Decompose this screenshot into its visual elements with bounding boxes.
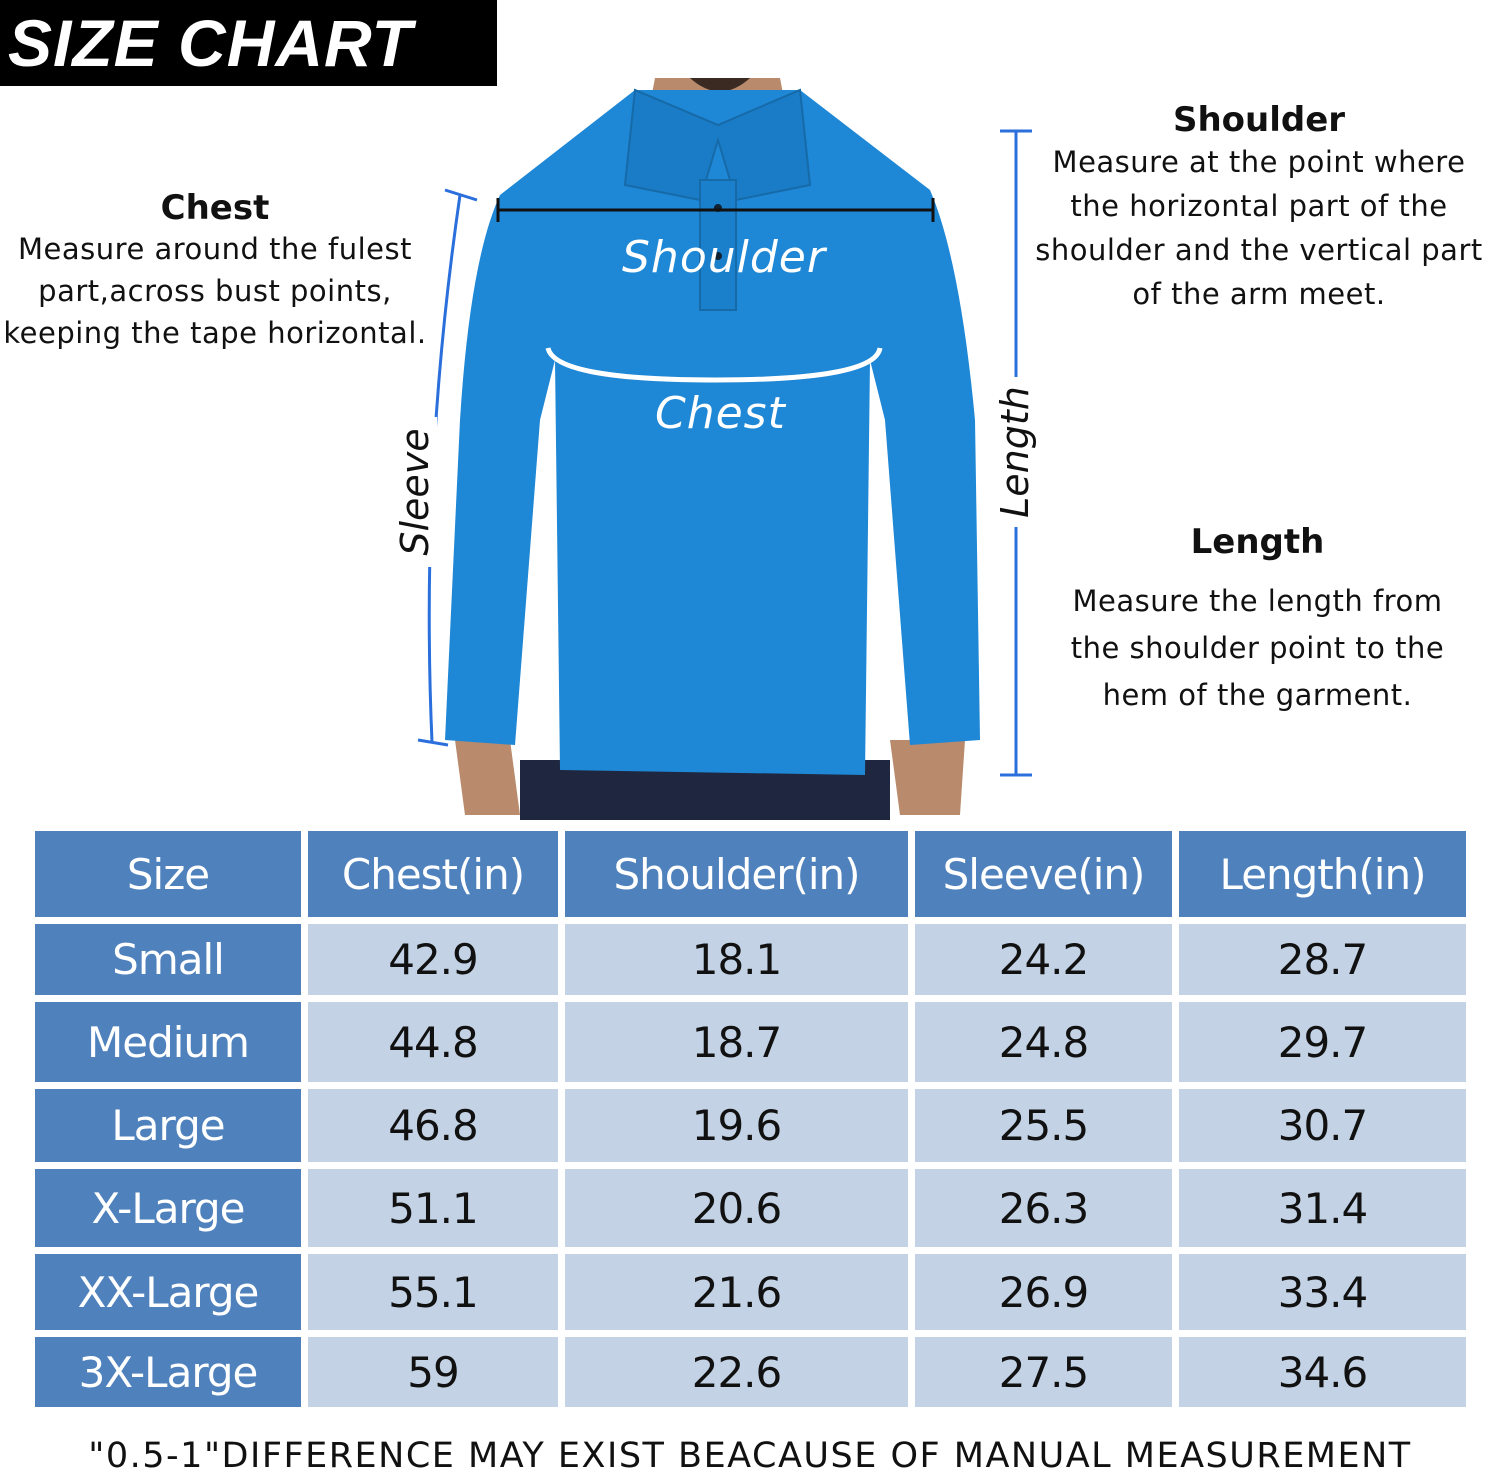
shoulder-description: Shoulder Measure at the point where the …: [1018, 100, 1500, 316]
sleeve-line-cap: [444, 188, 478, 202]
value-cell: 55.1: [308, 1254, 558, 1330]
length-label: Length: [993, 377, 1037, 527]
table-row: Medium 44.8 18.7 24.8 29.7: [35, 1002, 1466, 1082]
table-row: XX-Large 55.1 21.6 26.9 33.4: [35, 1254, 1466, 1330]
shoulder-line: of the arm meet.: [1132, 277, 1386, 311]
value-cell: 24.2: [915, 924, 1172, 995]
value-cell: 27.5: [915, 1337, 1172, 1407]
header-length: Length(in): [1179, 831, 1466, 917]
chest-measure-curve: [545, 347, 883, 383]
value-cell: 30.7: [1179, 1089, 1466, 1162]
value-cell: 42.9: [308, 924, 558, 995]
table-header-row: Size Chest(in) Shoulder(in) Sleeve(in) L…: [35, 831, 1466, 917]
sleeve-label: Sleeve: [393, 417, 437, 567]
value-cell: 19.6: [565, 1089, 908, 1162]
shirt-illustration: [417, 78, 1032, 820]
chest-description: Chest Measure around the fulest part,acr…: [0, 188, 430, 354]
table-row: Small 42.9 18.1 24.2 28.7: [35, 924, 1466, 995]
value-cell: 24.8: [915, 1002, 1172, 1082]
length-description: Length Measure the length from the shoul…: [1020, 522, 1495, 719]
chest-label: Chest: [655, 388, 786, 439]
page-title: SIZE CHART: [0, 0, 497, 86]
button: [714, 252, 722, 260]
shoulder-label: Shoulder: [622, 232, 826, 283]
value-cell: 59: [308, 1337, 558, 1407]
table-body: Small 42.9 18.1 24.2 28.7 Medium 44.8 18.7 24.8 2…: [35, 924, 1466, 1407]
value-cell: 33.4: [1179, 1254, 1466, 1330]
length-line: hem of the garment.: [1102, 678, 1413, 712]
beard: [690, 78, 750, 92]
value-cell: 22.6: [565, 1337, 908, 1407]
size-cell: 3X-Large: [35, 1337, 301, 1407]
table-row: Large 46.8 19.6 25.5 30.7: [35, 1089, 1466, 1162]
value-cell: 34.6: [1179, 1337, 1466, 1407]
shoulder-line: shoulder and the vertical part: [1035, 233, 1483, 267]
size-cell: Medium: [35, 1002, 301, 1082]
right-hand: [890, 740, 965, 815]
sleeve-line-cap: [417, 738, 449, 747]
value-cell: 26.3: [915, 1169, 1172, 1247]
value-cell: 21.6: [565, 1254, 908, 1330]
value-cell: 18.7: [565, 1002, 908, 1082]
chest-line: part,across bust points,: [38, 274, 392, 308]
size-cell: XX-Large: [35, 1254, 301, 1330]
header-chest: Chest(in): [308, 831, 558, 917]
shoulder-line: the horizontal part of the: [1070, 189, 1448, 223]
value-cell: 29.7: [1179, 1002, 1466, 1082]
size-table: Size Chest(in) Shoulder(in) Sleeve(in) L…: [28, 824, 1473, 1414]
value-cell: 51.1: [308, 1169, 558, 1247]
header-sleeve: Sleeve(in): [915, 831, 1172, 917]
size-cell: X-Large: [35, 1169, 301, 1247]
size-cell: Small: [35, 924, 301, 995]
left-hand: [455, 740, 520, 815]
size-cell: Large: [35, 1089, 301, 1162]
value-cell: 46.8: [308, 1089, 558, 1162]
value-cell: 20.6: [565, 1169, 908, 1247]
shirt: [445, 90, 980, 775]
length-line: the shoulder point to the: [1070, 631, 1445, 665]
measurement-note: "0.5-1"DIFFERENCE MAY EXIST BEACAUSE OF …: [88, 1436, 1412, 1476]
table-row: 3X-Large 59 22.6 27.5 34.6: [35, 1337, 1466, 1407]
value-cell: 28.7: [1179, 924, 1466, 995]
placket: [699, 179, 737, 311]
table-row: X-Large 51.1 20.6 26.3 31.4: [35, 1169, 1466, 1247]
value-cell: 26.9: [915, 1254, 1172, 1330]
chest-heading: Chest: [160, 188, 270, 228]
length-heading: Length: [1190, 522, 1325, 562]
header-shoulder: Shoulder(in): [565, 831, 908, 917]
header-size: Size: [35, 831, 301, 917]
shoulder-heading: Shoulder: [1172, 100, 1346, 140]
length-line: Measure the length from: [1072, 584, 1443, 618]
value-cell: 31.4: [1179, 1169, 1466, 1247]
value-cell: 25.5: [915, 1089, 1172, 1162]
chest-line: keeping the tape horizontal.: [3, 316, 427, 350]
chest-line: Measure around the fulest: [18, 232, 412, 266]
shoulder-line: Measure at the point where: [1052, 145, 1466, 179]
value-cell: 18.1: [565, 924, 908, 995]
value-cell: 44.8: [308, 1002, 558, 1082]
